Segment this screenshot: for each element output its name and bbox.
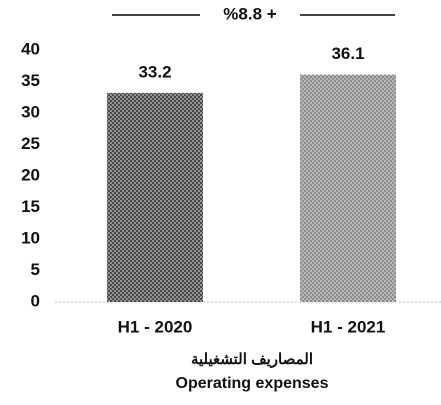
bar <box>300 74 396 302</box>
y-tick-label: 10 <box>21 228 40 247</box>
y-tick-label: 35 <box>21 71 40 90</box>
x-axis-label: Operating expenses <box>176 375 329 392</box>
x-tick-label: H1 - 2021 <box>311 317 386 336</box>
y-tick-label: 40 <box>21 39 40 58</box>
annotation: %8.8 + <box>223 4 276 23</box>
y-tick-label: 20 <box>21 165 40 184</box>
y-tick-label: 25 <box>21 134 40 153</box>
data-label: 33.2 <box>138 62 171 81</box>
bar <box>107 92 203 302</box>
y-tick-label: 0 <box>31 291 40 310</box>
y-tick-label: 15 <box>21 197 40 216</box>
y-tick-label: 5 <box>31 260 40 279</box>
x-tick-label: H1 - 2020 <box>118 317 193 336</box>
x-axis-label: المصاريف التشغيلية <box>191 351 313 368</box>
y-tick-label: 30 <box>21 102 40 121</box>
data-label: 36.1 <box>331 44 364 63</box>
